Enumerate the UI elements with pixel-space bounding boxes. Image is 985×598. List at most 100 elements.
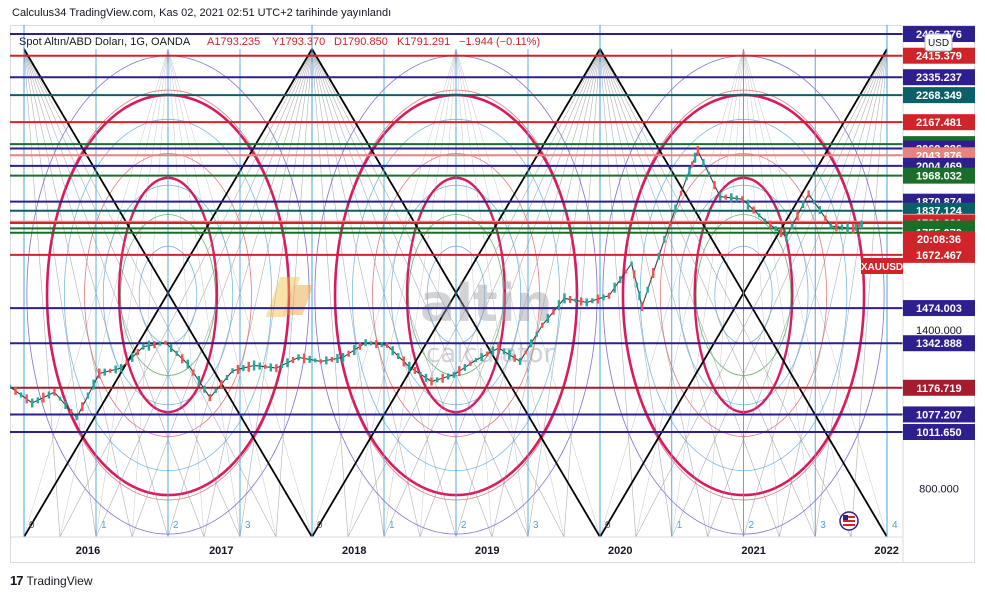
price-candle [286,358,289,368]
fan-line [167,48,205,537]
watermark: altin calculator [265,274,554,369]
price-candle [231,368,234,374]
price-candle [75,415,78,421]
price-candle [214,388,217,393]
fan-line [23,48,133,537]
price-candle [857,223,860,228]
price-candle [114,365,117,374]
price-level-badge-bg [903,246,975,263]
price-candle [696,145,700,156]
currency-label: USD [928,38,949,49]
price-level-badge-bg [903,379,975,396]
fan-line [599,48,673,537]
cycle-label: 0 [605,520,611,531]
price-candle [563,293,566,304]
price-candle [380,342,383,348]
price-level-badge: 1011.650 [903,424,975,441]
price-candle [336,353,339,363]
price-candle [297,354,300,361]
price-candle [513,354,516,362]
price-candle [535,331,538,337]
price-level-badge-label: 1077.207 [916,409,962,421]
price-candle [247,361,250,372]
price-candle [685,175,688,181]
price-candle [108,368,112,373]
price-candle [552,308,555,315]
price-candle [291,357,295,364]
x-axis: 2016 2017 2018 2019 2020 2021 2022 [76,545,899,557]
fan-line [275,48,313,537]
price-candle [633,270,636,279]
cycle-label: 4 [892,520,898,531]
price-candle [851,223,855,234]
price-candle [225,375,229,381]
price-level-badge: 1672.467 [903,246,975,263]
price-candle [557,300,561,311]
fan-line [743,48,780,537]
price-candle [607,292,611,299]
fan-line [563,48,601,537]
price-candle [369,341,373,346]
price-candle [325,356,328,365]
fan-line [311,48,385,537]
price-candle [447,373,450,380]
fan-line [455,48,529,537]
price-candle [640,301,644,311]
price-candle [203,385,206,393]
price-candle [635,282,639,288]
fan-line [599,48,852,537]
legend-row: Spot Altın/ABD Doları, 1G, OANDA A1793.2… [19,36,540,48]
price-candle [47,391,51,399]
price-candle [14,386,17,395]
currency-button[interactable]: USD [924,33,953,52]
price-candle [546,314,550,324]
price-candle [463,363,467,371]
footer: 17 TradingView [10,573,93,588]
price-candle [314,358,317,363]
price-candle [746,199,750,210]
price-candle [596,294,600,304]
price-candle [730,193,733,203]
price-candle [469,361,472,366]
price-candle [724,194,727,200]
price-candle [186,359,189,369]
flag-icon [839,511,859,531]
price-candle [824,215,827,221]
cycle-labels: 0 1 2 3 0 1 2 3 0 1 2 3 4 [29,520,898,531]
price-level-badge-bg [903,69,975,86]
ticker-badge: XAUUSD [861,258,903,274]
fan-line [599,48,816,537]
x-tick-label: 2018 [342,545,366,557]
fan-line [311,48,349,537]
fan-line [167,48,277,537]
price-candle [860,220,863,229]
price-level-badge-bg [903,167,975,184]
price-candle [86,392,90,399]
fan-line [814,48,888,537]
price-candle [691,161,694,168]
geometry-overlay [23,25,888,537]
price-candle [769,220,772,229]
price-level-badge: 2415.379 [903,47,975,64]
legend-change: −1.944 (−0.11%) [459,36,540,48]
price-candle [854,223,858,231]
price-level-badge-label: 2167.481 [916,117,962,129]
price-series [10,145,865,421]
price-candle [319,359,322,364]
price-candle [269,363,272,372]
price-candle [391,346,394,356]
fan-line [311,48,565,537]
price-candle [181,354,184,364]
price-level-badge-label: 2335.237 [916,72,962,84]
price-candle [375,339,378,348]
fan-line [455,48,493,537]
price-candle [779,228,783,238]
x-tick-label: 2019 [475,545,499,557]
price-candle [801,201,805,209]
price-candle [81,402,84,412]
countdown-badge-bg [903,231,975,248]
price-candle [574,298,577,303]
x-tick-label: 2017 [209,545,233,557]
fan-line [311,48,529,537]
cycle-label: 1 [677,520,683,531]
